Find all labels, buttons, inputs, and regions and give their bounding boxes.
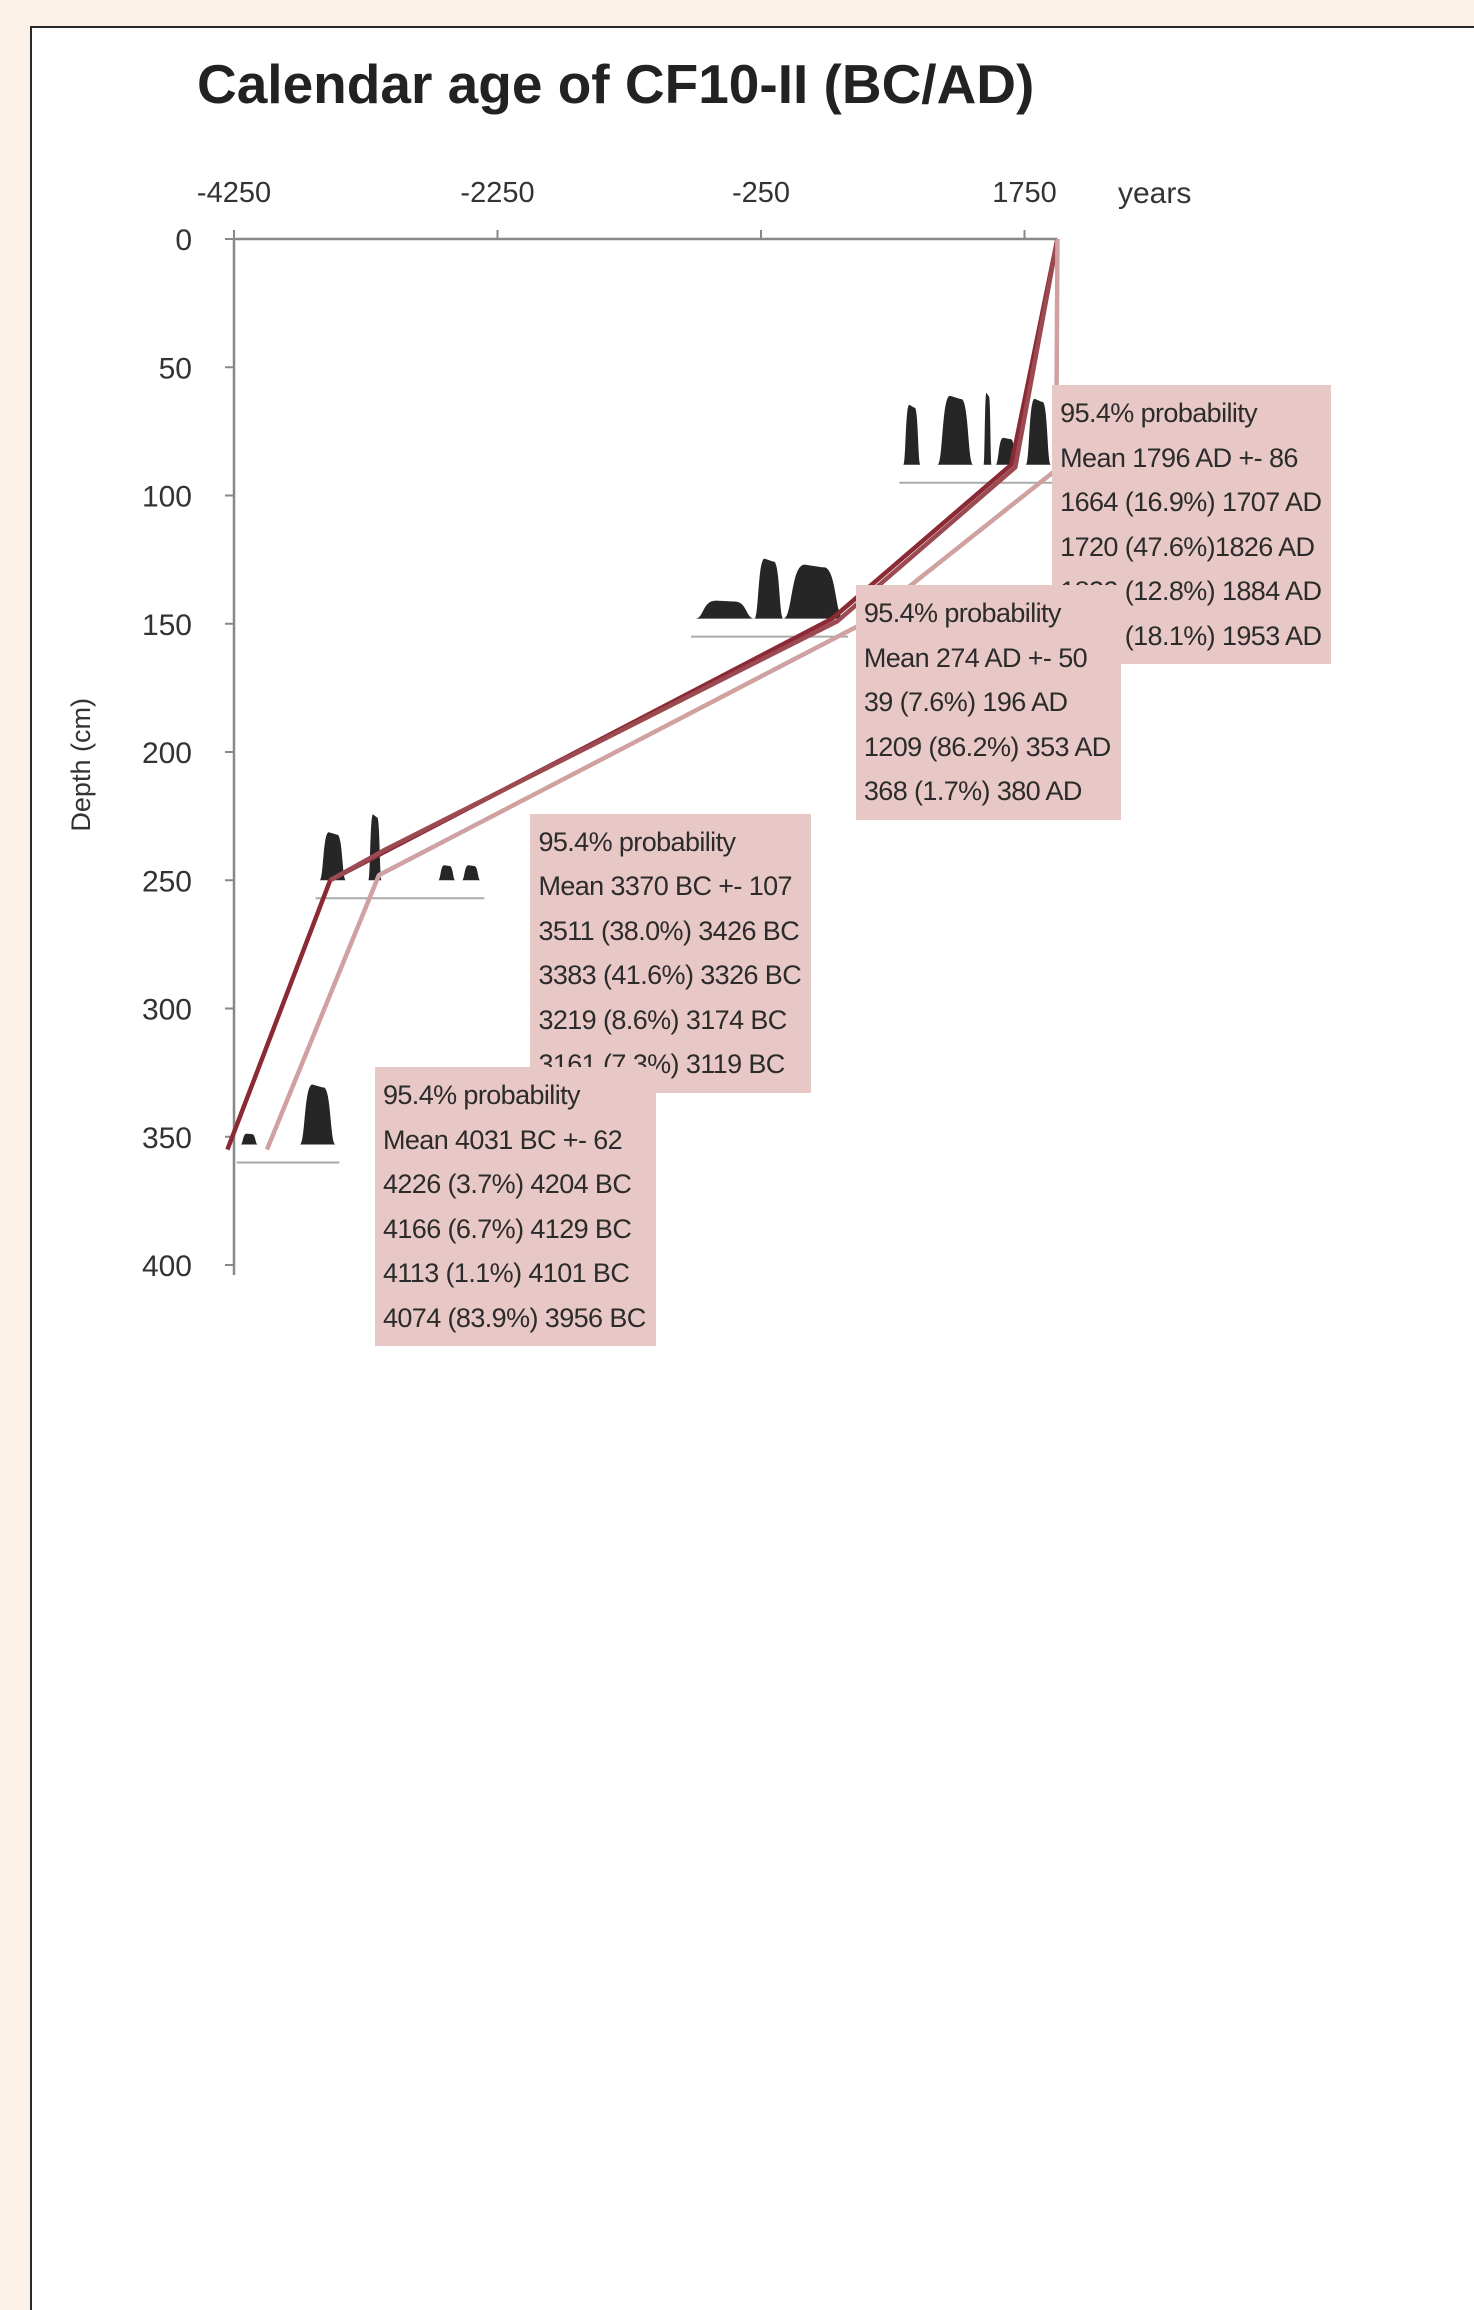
probability-annotation: 95.4% probability Mean 3370 BC +- 107 3511… xyxy=(530,813,812,1093)
probability-peak xyxy=(937,395,974,465)
annotation-line: 95.4% probability xyxy=(538,826,736,857)
annotation-line: Mean 1796 AD +- 86 xyxy=(1060,442,1298,473)
distribution xyxy=(236,1084,340,1164)
age-depth-line xyxy=(225,238,1060,1151)
probability-peak xyxy=(783,564,845,619)
y-tick-label: 100 xyxy=(142,481,192,514)
annotation-line: 4074 (83.9%) 3956 BC xyxy=(382,1302,646,1333)
y-tick-label: 400 xyxy=(142,1250,192,1283)
annotation-line: 4113 (1.1%) 4101 BC xyxy=(382,1258,630,1289)
y-tick-label: 200 xyxy=(142,737,192,770)
annotation-line: 95.4% probability xyxy=(382,1080,581,1111)
chart-canvas: Calendar age of CF10-II (BC/AD) years De… xyxy=(66,53,1191,1283)
probability-peak xyxy=(983,392,992,465)
annotation-line: 1720 (47.6%)1826 AD xyxy=(1060,531,1315,562)
x-tick-label: -4250 xyxy=(197,177,271,209)
annotation-line: 95.4% probability xyxy=(1060,398,1258,429)
annotation-line: Mean 3370 BC +- 107 xyxy=(538,871,792,902)
y-tick-label: 350 xyxy=(142,1122,192,1155)
x-tick-label: 1750 xyxy=(992,177,1057,209)
probability-peak xyxy=(695,600,755,619)
distribution xyxy=(691,558,849,638)
probability-annotation: 95.4% probability Mean 4031 BC +- 62 4226 … xyxy=(374,1067,656,1347)
probability-peak xyxy=(319,832,346,881)
y-axis-label: Depth (cm) xyxy=(66,698,96,832)
y-tick-label: 300 xyxy=(142,994,192,1027)
probability-peak xyxy=(240,1133,258,1145)
annotation-line: 3383 (41.6%) 3326 BC xyxy=(538,960,802,991)
annotation-line: 4226 (3.7%) 4204 BC xyxy=(382,1169,632,1200)
axes: -4250 -2250 -250 1750 0 50 100 150 200 250 300 350 4… xyxy=(142,177,1058,1283)
x-tick-label: -2250 xyxy=(460,177,534,209)
annotation-line: Mean 274 AD +- 50 xyxy=(863,642,1088,673)
chart-title: Calendar age of CF10-II (BC/AD) xyxy=(197,53,1034,115)
probability-peak xyxy=(754,558,784,619)
annotation-line: Mean 4031 BC +- 62 xyxy=(382,1124,623,1155)
annotation-line: 95.4% probability xyxy=(863,598,1062,629)
annotation-line: 1664 (16.9%) 1707 AD xyxy=(1060,487,1322,518)
distribution xyxy=(315,814,485,900)
probability-peak xyxy=(903,404,921,465)
probability-peak xyxy=(461,865,481,881)
annotation-line: 368 (1.7%) 380 AD xyxy=(863,776,1083,807)
y-tick-label: 0 xyxy=(175,224,192,257)
x-axis-label: years xyxy=(1118,177,1191,210)
chart-frame: Calendar age of CF10-II (BC/AD) years De… xyxy=(30,26,1474,2310)
probability-peak xyxy=(368,814,382,881)
x-tick-label: -250 xyxy=(732,177,790,209)
y-tick-label: 50 xyxy=(159,352,192,385)
annotation-line: 4166 (6.7%) 4129 BC xyxy=(382,1213,632,1244)
probability-peak xyxy=(1025,398,1051,465)
distribution xyxy=(899,392,1055,484)
annotation-line: 3511 (38.0%) 3426 BC xyxy=(538,915,800,946)
annotation-line: 3219 (8.6%) 3174 BC xyxy=(538,1004,787,1035)
probability-peak xyxy=(438,865,456,881)
annotation-line: 1209 (86.2%) 353 AD xyxy=(863,731,1111,762)
age-depth-line xyxy=(329,238,1060,883)
y-tick-label: 150 xyxy=(142,609,192,642)
probability-peak xyxy=(299,1084,336,1145)
annotation-line: 39 (7.6%) 196 AD xyxy=(863,687,1068,718)
probability-annotation: 95.4% probability Mean 274 AD +- 50 39 (7.… xyxy=(855,585,1121,820)
y-tick-label: 250 xyxy=(142,865,192,898)
